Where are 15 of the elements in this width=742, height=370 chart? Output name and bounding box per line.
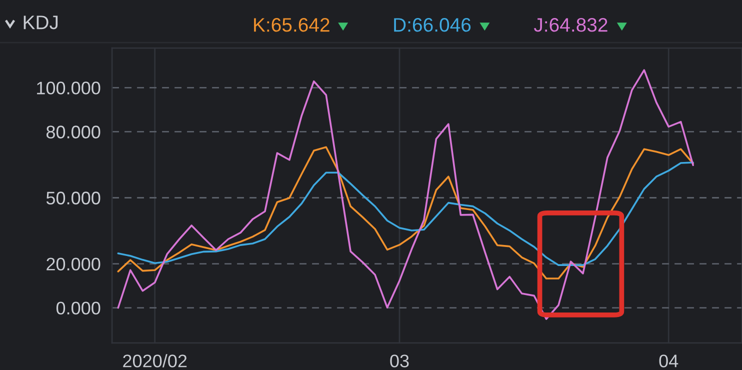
x-tick-label: 04 <box>659 354 678 368</box>
y-tick-label: 0.000 <box>56 302 100 314</box>
y-tick-label: 80.000 <box>46 126 100 138</box>
x-tick-label: 2020/02 <box>123 354 187 368</box>
line-series <box>117 162 694 266</box>
text: K:65.642 <box>254 18 330 32</box>
y-tick-label: 20.000 <box>46 258 100 270</box>
line-series <box>117 69 694 320</box>
x-tick-label: 03 <box>390 354 409 368</box>
line-series <box>117 146 694 280</box>
text: D:66.046 <box>394 18 471 32</box>
chart-title: KDJ <box>24 16 58 30</box>
y-tick-label: 100.000 <box>37 82 100 94</box>
y-tick-label: 50.000 <box>46 192 100 204</box>
text: J:64.832 <box>534 18 608 32</box>
